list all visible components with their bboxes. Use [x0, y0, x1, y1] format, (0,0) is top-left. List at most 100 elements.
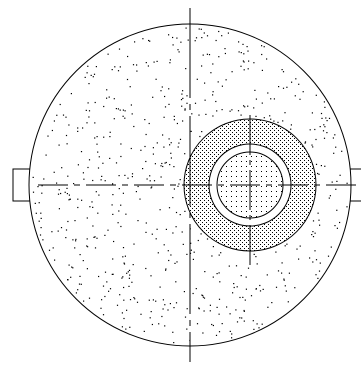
- stipple-dot: [75, 238, 77, 240]
- stipple-dot: [218, 254, 220, 256]
- stipple-dot: [164, 162, 166, 164]
- stipple-dot: [51, 231, 53, 233]
- stipple-dot: [282, 87, 285, 89]
- stipple-dot: [267, 92, 269, 94]
- stipple-dot: [40, 217, 42, 219]
- stipple-dot: [221, 323, 223, 325]
- stipple-dot: [243, 61, 245, 63]
- stipple-dot: [41, 192, 43, 194]
- stipple-dot: [237, 110, 240, 112]
- stipple-dot: [123, 262, 125, 264]
- stipple-dot: [54, 259, 56, 261]
- stipple-dot: [133, 297, 135, 299]
- stipple-dot: [159, 286, 161, 288]
- stipple-dot: [229, 110, 231, 112]
- stipple-dot: [86, 268, 88, 270]
- stipple-dot: [129, 86, 131, 88]
- stipple-dot: [121, 326, 123, 328]
- stipple-dot: [156, 228, 158, 230]
- stipple-dot: [127, 271, 129, 273]
- stipple-dot: [235, 309, 237, 311]
- stipple-dot: [328, 117, 331, 119]
- stipple-dot: [216, 306, 218, 308]
- stipple-dot: [221, 85, 223, 87]
- stipple-dot: [120, 155, 122, 158]
- stipple-dot: [179, 179, 181, 181]
- stipple-dot: [142, 168, 144, 170]
- stipple-dot: [95, 191, 97, 193]
- stipple-dot: [160, 176, 162, 178]
- stipple-dot: [309, 129, 311, 131]
- stipple-dot: [124, 174, 126, 176]
- stipple-dot: [182, 97, 184, 99]
- stipple-dot: [243, 105, 245, 107]
- stipple-dot: [206, 35, 209, 37]
- stipple-dot: [109, 288, 112, 290]
- stipple-dot: [247, 267, 250, 269]
- stipple-dot: [212, 276, 214, 278]
- stipple-dot: [149, 180, 151, 182]
- stipple-dot: [277, 270, 280, 272]
- stipple-dot: [131, 176, 133, 178]
- stipple-dot: [194, 102, 197, 104]
- stipple-dot: [122, 247, 125, 249]
- stipple-dot: [317, 277, 319, 279]
- stipple-dot: [226, 306, 228, 308]
- stipple-dot: [98, 194, 100, 196]
- stipple-dot: [335, 146, 337, 148]
- stipple-dot: [208, 54, 211, 56]
- stipple-dot: [123, 299, 125, 301]
- stipple-dot: [149, 175, 151, 177]
- stipple-dot: [256, 323, 258, 325]
- stipple-dot: [126, 272, 128, 274]
- stipple-dot: [113, 118, 115, 120]
- stipple-dot: [82, 172, 84, 174]
- stipple-dot: [255, 288, 257, 290]
- stipple-dot: [43, 178, 45, 180]
- stipple-dot: [318, 219, 320, 221]
- stipple-dot: [218, 56, 220, 58]
- stipple-dot: [161, 86, 163, 88]
- stipple-dot: [123, 317, 125, 320]
- stipple-dot: [184, 316, 187, 318]
- stipple-dot: [253, 328, 255, 330]
- stipple-dot: [170, 157, 172, 159]
- stipple-dot: [74, 220, 76, 222]
- stipple-dot: [211, 323, 213, 326]
- stipple-dot: [115, 162, 118, 164]
- stipple-dot: [85, 109, 87, 111]
- stipple-dot: [83, 178, 85, 180]
- stipple-dot: [45, 154, 47, 156]
- stipple-dot: [152, 153, 154, 155]
- stipple-dot: [68, 264, 70, 266]
- stipple-dot: [70, 93, 72, 95]
- stipple-dot: [298, 83, 300, 85]
- stipple-dot: [339, 221, 341, 224]
- stipple-dot: [262, 288, 264, 290]
- stipple-dot: [39, 234, 42, 236]
- stipple-dot: [167, 309, 169, 311]
- stipple-dot: [278, 86, 280, 88]
- stipple-dot: [250, 295, 253, 297]
- stipple-dot: [143, 330, 145, 332]
- stipple-dot: [88, 159, 91, 161]
- stipple-dot: [68, 124, 70, 126]
- stipple-dot: [325, 117, 327, 119]
- stipple-dot: [284, 285, 286, 287]
- stipple-dot: [252, 320, 254, 322]
- stipple-dot: [245, 288, 247, 290]
- stipple-dot: [184, 109, 186, 111]
- stipple-dot: [261, 53, 263, 56]
- stipple-dot: [228, 265, 230, 267]
- stipple-dot: [159, 209, 161, 211]
- stipple-dot: [113, 240, 115, 243]
- stipple-dot: [245, 276, 247, 278]
- stipple-dot: [294, 95, 296, 97]
- stipple-dot: [112, 258, 114, 260]
- stipple-dot: [221, 35, 223, 37]
- stipple-dot: [212, 63, 214, 65]
- stipple-dot: [88, 110, 91, 112]
- stipple-dot: [119, 294, 121, 296]
- stipple-dot: [200, 233, 202, 235]
- stipple-dot: [332, 137, 334, 139]
